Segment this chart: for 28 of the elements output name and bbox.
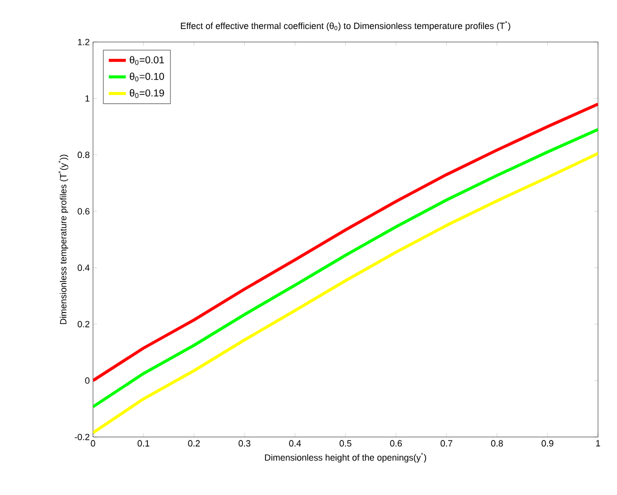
y-tick-label: 0.4 xyxy=(78,264,90,271)
y-tick-label: -0.2 xyxy=(74,434,90,440)
chart-title: Effect of effective thermal coefficient (θ$_{0}$) to Dimensionless temperature profiles (T$^{*}$) xyxy=(180,21,510,31)
x-tick-label: 0.3 xyxy=(238,440,250,447)
y-tick-label: 0.8 xyxy=(78,152,90,158)
x-tick-label: 0.2 xyxy=(188,440,200,447)
x-tick-label: 1 xyxy=(596,440,600,446)
y-tick-label: 0 xyxy=(85,377,90,384)
x-tick-label: 0.6 xyxy=(390,440,402,447)
y-tick-label: 0.6 xyxy=(78,208,90,214)
legend-label: θ$_{0}$=0.19 xyxy=(130,89,164,98)
y-axis-title: Dimensionless temperature profiles (T$^{*}$(y$^{*}$)) xyxy=(58,154,68,324)
legend-label: θ$_{0}$=0.10 xyxy=(130,72,164,82)
y-tick-label: 1.2 xyxy=(78,38,90,46)
x-tick-label: 0.1 xyxy=(138,440,150,447)
x-axis-title: Dimensionless height of the openings(y$^{*}$) xyxy=(265,452,426,462)
y-tick-label: 0.2 xyxy=(78,320,90,328)
x-tick-label: 0 xyxy=(90,440,96,447)
x-tick-label: 0.7 xyxy=(440,440,452,447)
x-tick-label: 0.8 xyxy=(491,440,503,447)
legend-label: θ$_{0}$=0.01 xyxy=(130,56,164,65)
x-tick-label: 0.5 xyxy=(340,440,352,447)
x-tick-label: 0.9 xyxy=(542,440,554,447)
line-series xyxy=(93,128,598,408)
x-tick-label: 0.4 xyxy=(289,440,301,447)
y-tick-label: 1 xyxy=(86,95,90,102)
line-series xyxy=(93,152,598,434)
line-series xyxy=(93,102,598,382)
